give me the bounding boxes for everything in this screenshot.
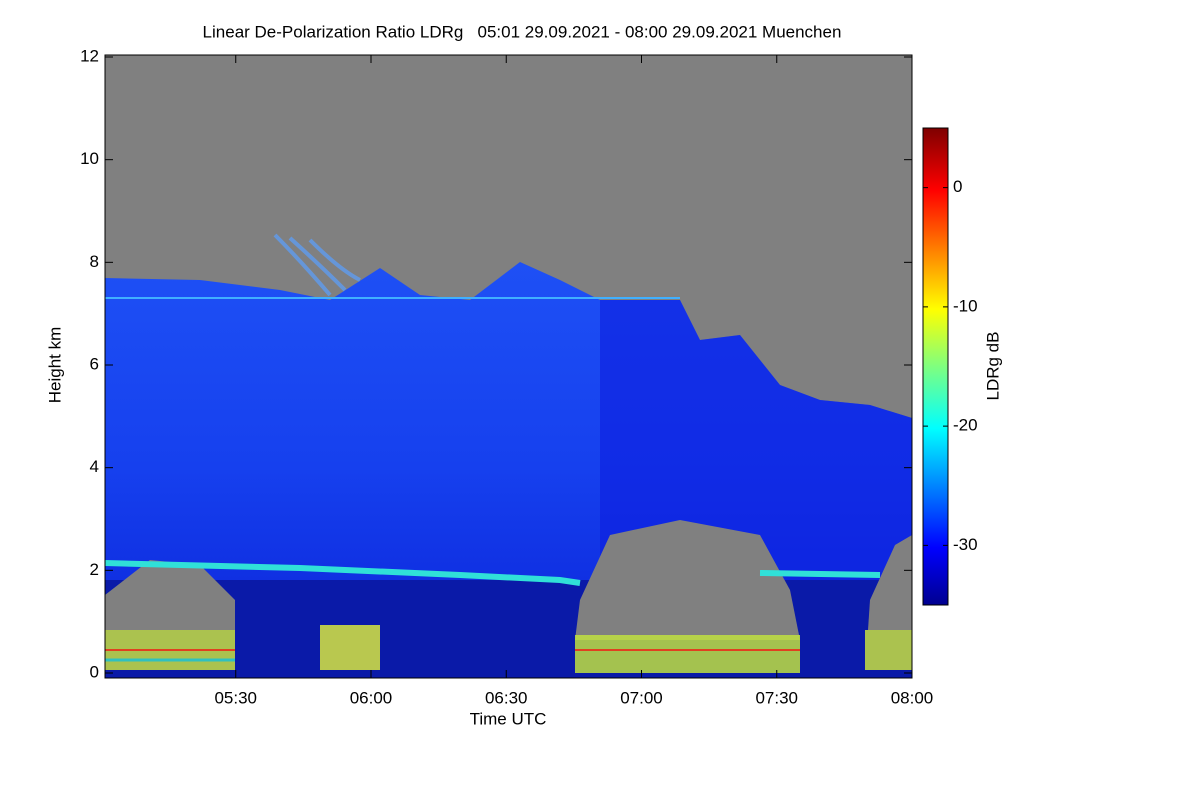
colorbar-tick-label: 0 <box>953 177 962 196</box>
x-tick-label: 06:00 <box>350 688 393 707</box>
colorbar-tick-label: -10 <box>953 296 978 315</box>
colorbar-tick-label: -30 <box>953 535 978 554</box>
x-tick-label: 06:30 <box>485 688 528 707</box>
y-tick-label: 0 <box>90 662 99 681</box>
colorbar-label: LDRg dB <box>983 332 1002 401</box>
y-tick-label: 10 <box>80 149 99 168</box>
x-tick-label: 07:30 <box>755 688 798 707</box>
colorbar <box>922 127 949 606</box>
plot-frame <box>104 54 913 679</box>
x-tick-label: 05:30 <box>214 688 257 707</box>
chart-title: Linear De-Polarization Ratio LDRg 05:01 … <box>203 22 842 41</box>
y-tick-label: 12 <box>80 46 99 65</box>
y-tick-label: 4 <box>90 457 99 476</box>
y-tick-label: 8 <box>90 252 99 271</box>
y-axis-label: Height km <box>45 327 64 404</box>
x-axis-label: Time UTC <box>470 709 547 728</box>
colorbar-tick-label: -20 <box>953 416 978 435</box>
x-tick-label: 07:00 <box>620 688 663 707</box>
y-tick-label: 6 <box>90 354 99 373</box>
heatmap-field <box>105 55 912 678</box>
x-tick-label: 08:00 <box>891 688 934 707</box>
y-tick-label: 2 <box>90 560 99 579</box>
